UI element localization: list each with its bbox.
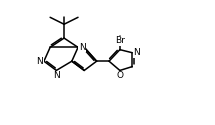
- Text: N: N: [79, 43, 86, 52]
- Text: N: N: [53, 71, 60, 80]
- Text: N: N: [133, 48, 140, 57]
- Text: Br: Br: [115, 36, 125, 45]
- Text: N: N: [36, 57, 43, 66]
- Text: O: O: [116, 71, 123, 80]
